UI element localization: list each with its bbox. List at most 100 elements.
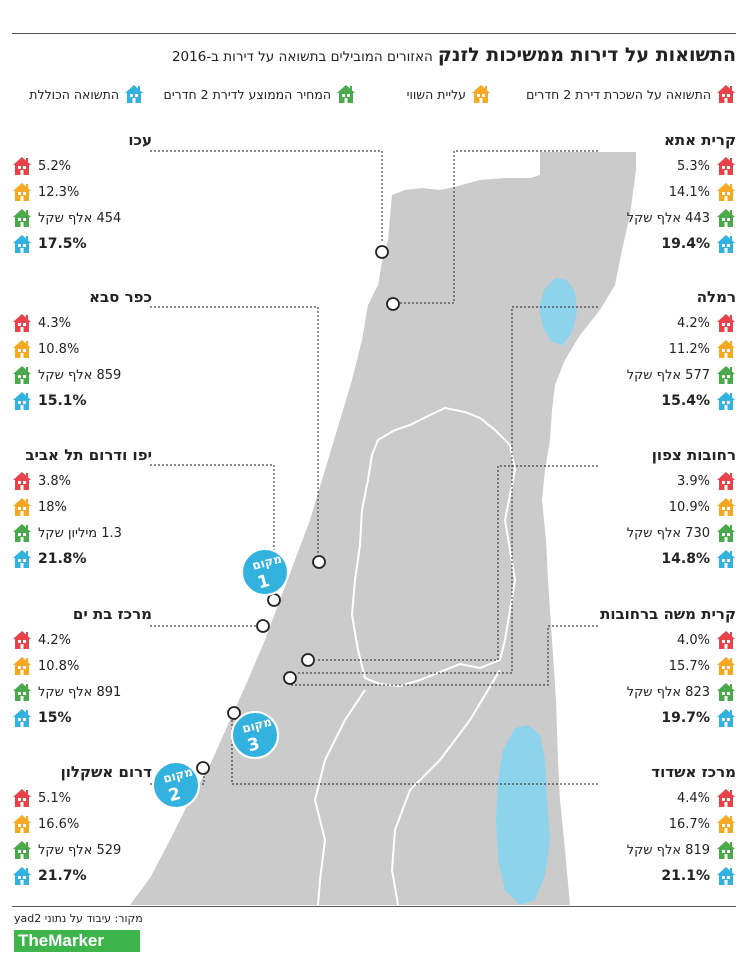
location-marker-ashkelon[interactable]: [196, 761, 210, 775]
region-value-rise: 10.8%: [38, 341, 80, 357]
region-rent-yield-row: 4.4%: [596, 787, 736, 809]
region-value-rise-row: 12.3%: [12, 181, 152, 203]
page-title: התשואות על דירות ממשיכות לזנק האזורים המ…: [12, 44, 736, 66]
blue-house-icon: [716, 234, 736, 254]
location-marker-bat-yam[interactable]: [256, 619, 270, 633]
region-value-rise-row: 14.1%: [596, 181, 736, 203]
region-avg-price-row: 823 אלף שקל: [596, 681, 736, 703]
orange-house-icon: [12, 182, 32, 202]
region-value-rise-row: 10.8%: [12, 338, 152, 360]
region-avg-price-row: 730 אלף שקל: [596, 522, 736, 544]
title-sub: האזורים המובילים בתשואה על דירות ב-2016: [171, 49, 433, 65]
region-total: 21.7%: [38, 868, 87, 884]
title-main: התשואות על דירות ממשיכות לזנק: [437, 44, 736, 66]
legend: התשואה על השכרת דירת 2 חדרים עליית השווי…: [12, 84, 736, 110]
region-total: 21.1%: [661, 868, 710, 884]
location-marker-jaffa[interactable]: [267, 593, 281, 607]
blue-house-icon: [12, 234, 32, 254]
orange-house-icon: [12, 814, 32, 834]
red-house-icon: [12, 788, 32, 808]
green-house-icon: [716, 840, 736, 860]
green-house-icon: [12, 840, 32, 860]
region-rent-yield: 5.2%: [38, 158, 72, 174]
region-avg-price: 454 אלף שקל: [38, 210, 122, 226]
region-value-rise: 16.6%: [38, 816, 80, 832]
orange-house-icon: [12, 656, 32, 676]
border-line: [313, 689, 366, 906]
region-total-row: 15.1%: [12, 390, 152, 412]
region-name: מרכז בת ים: [72, 605, 152, 623]
legend-item-avg-price: המחיר הממוצע לדירת 2 חדרים: [164, 84, 356, 104]
region-avg-price-row: 529 אלף שקל: [12, 839, 152, 861]
region-total-row: 21.7%: [12, 865, 152, 887]
blue-house-icon: [12, 866, 32, 886]
region-value-rise: 14.1%: [668, 184, 710, 200]
red-house-icon: [12, 313, 32, 333]
region-name: דרום אשקלון: [60, 763, 152, 781]
region-avg-price: 443 אלף שקל: [626, 210, 710, 226]
region-value-rise: 10.8%: [38, 658, 80, 674]
green-house-icon: [12, 682, 32, 702]
region-avg-price: 529 אלף שקל: [38, 842, 122, 858]
red-house-icon: [12, 471, 32, 491]
region-total: 19.4%: [661, 236, 710, 252]
blue-house-icon: [716, 391, 736, 411]
rank-badge-2: מקום 2: [152, 761, 200, 809]
blue-house-icon: [12, 549, 32, 569]
region-name: כפר סבא: [89, 288, 152, 306]
location-marker-rehovot-north[interactable]: [283, 671, 297, 685]
region-total-row: 15.4%: [596, 390, 736, 412]
location-marker-akko[interactable]: [375, 245, 389, 259]
green-house-icon: [12, 365, 32, 385]
themarker-logo: TheMarker: [14, 930, 140, 952]
region-rent-yield-row: 3.8%: [12, 470, 152, 492]
source-note: מקור: עיבוד על נתוני yad2: [14, 912, 143, 925]
blue-house-icon: [12, 391, 32, 411]
border-line: [390, 669, 501, 906]
location-marker-kfar-saba[interactable]: [312, 555, 326, 569]
region-avg-price: 819 אלף שקל: [626, 842, 710, 858]
sea-of-galilee: [539, 278, 577, 345]
location-marker-ashdod[interactable]: [227, 706, 241, 720]
region-rent-yield-row: 4.2%: [596, 312, 736, 334]
region-avg-price: 859 אלף שקל: [38, 367, 122, 383]
green-house-icon: [12, 523, 32, 543]
red-house-icon: [716, 788, 736, 808]
region-rent-yield: 4.2%: [38, 632, 72, 648]
region-avg-price-row: 819 אלף שקל: [596, 839, 736, 861]
region-value-rise: 11.2%: [668, 341, 710, 357]
border-line: [350, 406, 517, 688]
region-name: עכו: [128, 131, 152, 149]
green-house-icon: [336, 84, 356, 104]
legend-item-total-yield: התשואה הכוללת: [29, 84, 144, 104]
region-avg-price: 730 אלף שקל: [626, 525, 710, 541]
region-total: 15.1%: [38, 393, 87, 409]
blue-house-icon: [124, 84, 144, 104]
region-total-row: 19.4%: [596, 233, 736, 255]
orange-house-icon: [716, 814, 736, 834]
top-rule: [12, 33, 736, 34]
location-marker-kiryat-ata[interactable]: [386, 297, 400, 311]
land-mass: [130, 152, 636, 905]
orange-house-icon: [12, 497, 32, 517]
location-marker-ramla[interactable]: [301, 653, 315, 667]
red-house-icon: [716, 156, 736, 176]
red-house-icon: [716, 630, 736, 650]
orange-house-icon: [716, 339, 736, 359]
legend-item-rent-yield: התשואה על השכרת דירת 2 חדרים: [526, 84, 736, 104]
region-rent-yield: 4.4%: [676, 790, 710, 806]
rank-badge-1: מקום 1: [241, 548, 289, 596]
red-house-icon: [716, 84, 736, 104]
region-value-rise-row: 15.7%: [596, 655, 736, 677]
red-house-icon: [716, 313, 736, 333]
region-value-rise-row: 10.9%: [596, 496, 736, 518]
region-total: 14.8%: [661, 551, 710, 567]
region-name: יפו ודרום תל אביב: [25, 446, 152, 464]
orange-house-icon: [716, 182, 736, 202]
svg-text:1: 1: [255, 571, 272, 593]
region-total: 21.8%: [38, 551, 87, 567]
green-house-icon: [716, 682, 736, 702]
region-total: 17.5%: [38, 236, 87, 252]
region-rent-yield: 5.1%: [38, 790, 72, 806]
region-rent-yield: 4.3%: [38, 315, 72, 331]
